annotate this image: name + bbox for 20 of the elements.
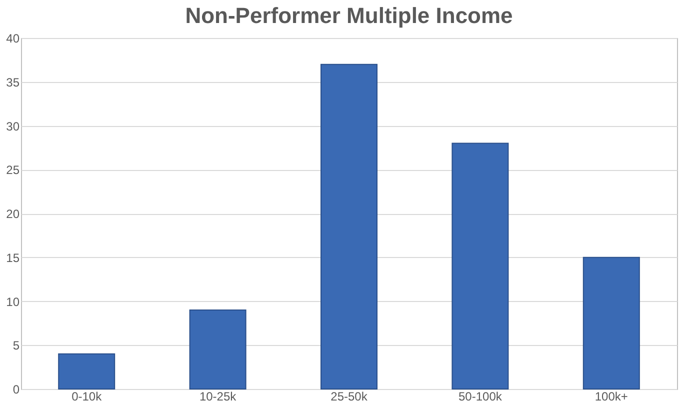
- bar: [58, 353, 116, 390]
- x-tick-label: 10-25k: [199, 390, 238, 404]
- y-tick-label: 15: [6, 250, 20, 265]
- x-tick-label: 100k+: [594, 390, 628, 404]
- y-tick-label: 0: [12, 382, 20, 396]
- y-tick-label: 30: [6, 119, 20, 134]
- x-tick-label: 25-50k: [330, 390, 368, 404]
- bar: [320, 64, 378, 390]
- y-tick-label: 35: [6, 75, 20, 90]
- y-tick-label: 25: [6, 163, 20, 178]
- bar: [452, 142, 509, 390]
- x-tick-label: 0-10k: [72, 390, 103, 404]
- y-tick-label: 10: [6, 294, 20, 309]
- x-tick-label: 50-100k: [458, 390, 503, 404]
- y-tick-label: 40: [6, 32, 20, 46]
- y-tick-label: 5: [12, 338, 20, 353]
- y-tick-label: 20: [6, 207, 20, 221]
- bar: [189, 310, 246, 390]
- chart-title: Non-Performer Multiple Income: [185, 3, 513, 28]
- bar: [582, 256, 640, 390]
